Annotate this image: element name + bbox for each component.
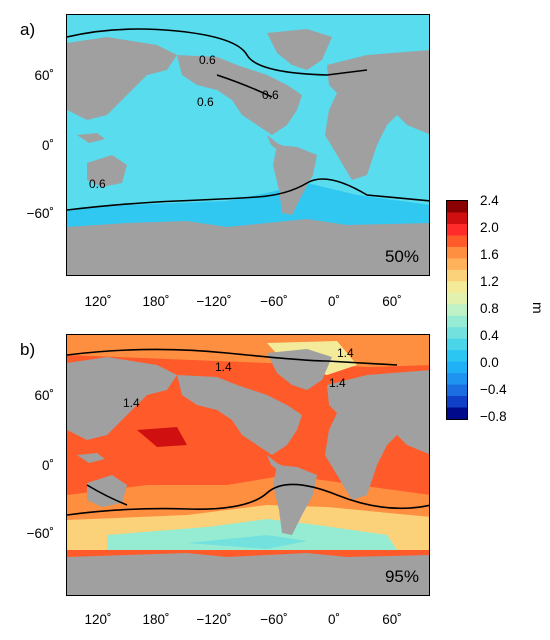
percentile-a: 50% (384, 247, 419, 266)
contour-label-b-3: 1.4 (329, 376, 346, 390)
colorbar-swatch (447, 327, 467, 340)
lat-tick-a-60n: 60˚ (34, 68, 54, 83)
contours-b (67, 348, 429, 516)
colorbar-tick-8: −0.8 (480, 409, 507, 424)
land-a (67, 29, 429, 275)
contour-label-b-2: 1.4 (337, 346, 354, 360)
colorbar-tick-2: 1.6 (480, 247, 499, 262)
lon-tick-b-60w: −60˚ (260, 612, 288, 627)
colorbar-swatch (447, 223, 467, 236)
lon-tick-a-0: 0˚ (327, 294, 340, 309)
contour-label-a-2: 0.6 (197, 95, 214, 109)
percentile-b: 95% (384, 567, 419, 586)
colorbar-tick-6: 0.0 (480, 355, 499, 370)
colorbar-swatch (447, 373, 467, 386)
lon-tick-a-120e: 120˚ (84, 294, 112, 309)
lon-tick-a-60w: −60˚ (260, 294, 288, 309)
colorbar-gradient (447, 201, 467, 420)
contour-label-b-4: 1.4 (123, 396, 140, 410)
lon-tick-a-120w: −120˚ (196, 294, 232, 309)
lon-tick-b-60e: 60˚ (382, 612, 402, 627)
colorbar-tick-0: 2.4 (480, 193, 499, 208)
pacific-red-b (137, 427, 187, 447)
lon-tick-b-0: 0˚ (327, 612, 340, 627)
colorbar-unit: m (530, 302, 546, 314)
lat-tick-a-0: 0˚ (41, 138, 54, 153)
panel-a-label: a) (20, 20, 36, 39)
colorbar-swatch (447, 396, 467, 409)
colorbar-tick-7: −0.4 (480, 382, 507, 397)
map-b-svg: 1.4 1.4 1.4 1.4 (67, 335, 429, 595)
colorbar-swatch (447, 338, 467, 351)
colorbar-swatch (447, 269, 467, 282)
contour-label-a-1: 0.6 (199, 53, 216, 67)
colorbar-swatch (447, 258, 467, 271)
map-a-svg: 0.6 0.6 0.6 0.6 (67, 15, 429, 275)
colorbar-swatch (447, 235, 467, 248)
map-panel-a: 0.6 0.6 0.6 0.6 50% (66, 14, 430, 276)
contour-label-a-4: 0.6 (89, 177, 106, 191)
map-panel-b: 1.4 1.4 1.4 1.4 95% (66, 334, 430, 596)
colorbar-swatch (447, 292, 467, 305)
lon-tick-a-60e: 60˚ (382, 294, 402, 309)
colorbar-swatch (447, 281, 467, 294)
colorbar-tick-5: 0.4 (480, 328, 499, 343)
colorbar (446, 200, 468, 420)
colorbar-swatch (447, 212, 467, 225)
land-b (67, 349, 429, 595)
colorbar-swatch (447, 384, 467, 397)
colorbar-tick-3: 1.2 (480, 274, 499, 289)
lon-tick-b-120e: 120˚ (84, 612, 112, 627)
lon-tick-b-180: 180˚ (142, 612, 170, 627)
lon-tick-b-120w: −120˚ (196, 612, 232, 627)
lat-tick-b-60s: −60˚ (26, 526, 54, 541)
colorbar-tick-4: 0.8 (480, 301, 499, 316)
contour-label-a-3: 0.6 (262, 88, 279, 102)
colorbar-tick-1: 2.0 (480, 220, 499, 235)
lat-tick-b-0: 0˚ (41, 458, 54, 473)
contour-label-b-1: 1.4 (215, 360, 232, 374)
colorbar-swatch (447, 361, 467, 374)
colorbar-swatch (447, 315, 467, 328)
colorbar-swatch (447, 201, 467, 213)
colorbar-swatch (447, 246, 467, 259)
lat-tick-a-60s: −60˚ (26, 206, 54, 221)
colorbar-swatch (447, 407, 467, 420)
lat-tick-b-60n: 60˚ (34, 388, 54, 403)
panel-b-label: b) (20, 340, 36, 359)
southern-cyan-b (107, 519, 397, 550)
colorbar-swatch (447, 304, 467, 317)
lon-tick-a-180: 180˚ (142, 294, 170, 309)
colorbar-swatch (447, 350, 467, 363)
southern-cyan-dark-b (187, 535, 307, 549)
contours-a (67, 28, 429, 211)
